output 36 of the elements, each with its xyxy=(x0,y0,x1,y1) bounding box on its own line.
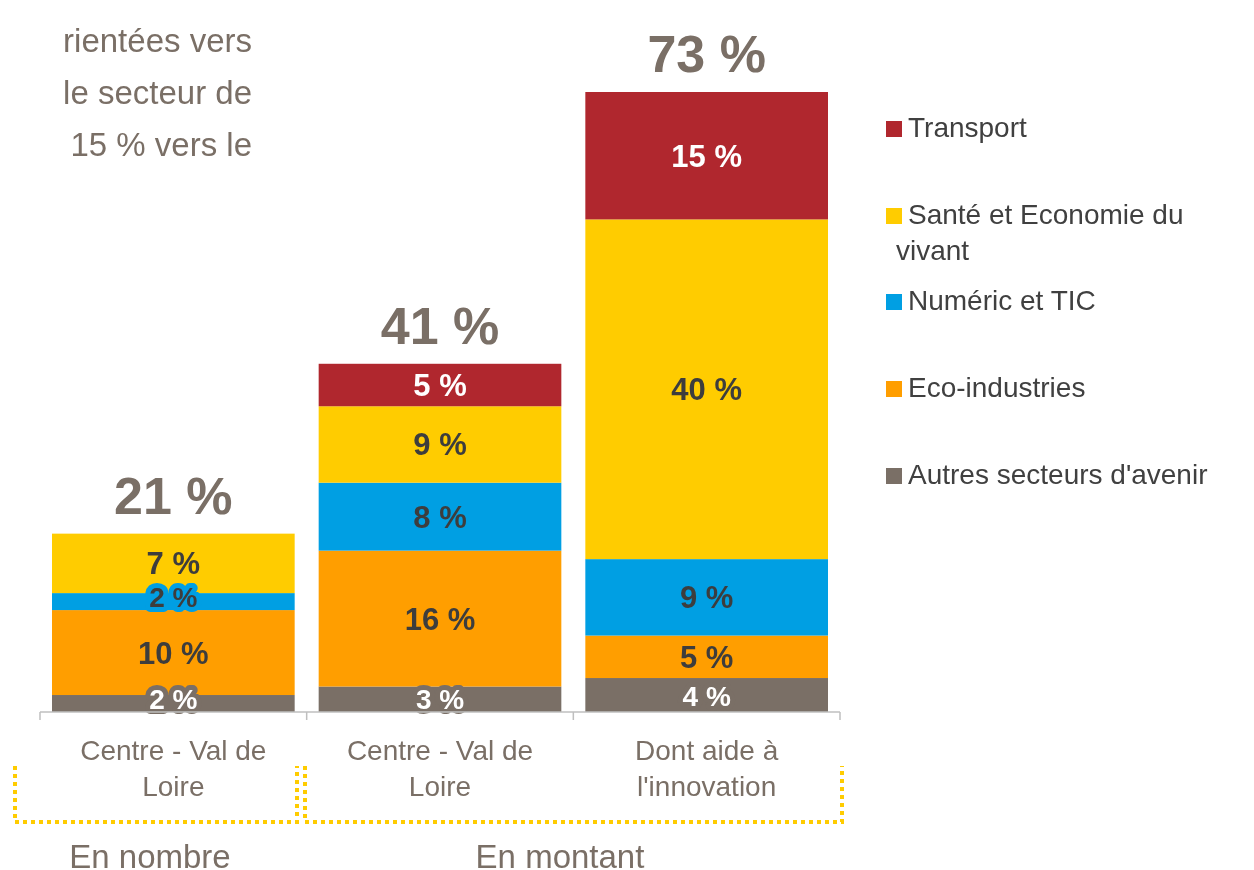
legend-label: Eco-industries xyxy=(908,372,1086,403)
bar xyxy=(585,559,828,636)
data-label: 9 % xyxy=(413,427,467,463)
data-label: 15 % xyxy=(671,138,742,174)
x-tick-label: Dont aide à l'innovation xyxy=(635,735,779,802)
data-label: 7 % xyxy=(146,546,201,582)
total-label: 73 % xyxy=(647,25,766,83)
data-label: 8 % xyxy=(413,499,467,535)
legend-label: Autres secteurs d'avenir xyxy=(908,459,1208,490)
total-label: 21 % xyxy=(114,466,233,525)
x-tick-label: Centre - Val de Loire xyxy=(80,735,267,802)
bar xyxy=(585,219,828,560)
bar xyxy=(585,92,828,220)
legend-label: Transport xyxy=(908,112,1027,143)
data-label: 4 % xyxy=(682,681,731,713)
legend-label: Numéric et TIC xyxy=(908,285,1096,316)
text: rientées vers xyxy=(63,22,252,59)
data-label: 40 % xyxy=(671,372,742,408)
data-label: 10 % xyxy=(138,635,209,671)
data-label: 16 % xyxy=(404,601,476,637)
text: En montant xyxy=(475,838,645,870)
total-label: 41 % xyxy=(380,296,500,355)
data-label: 5 % xyxy=(679,639,734,675)
x-tick-label: Centre - Val de Loire xyxy=(346,735,534,802)
annotation: le secteur de xyxy=(63,74,252,111)
bar xyxy=(318,482,562,551)
bar xyxy=(585,635,828,679)
bar xyxy=(318,363,562,407)
text: En nombre xyxy=(69,838,231,870)
bar xyxy=(318,406,562,483)
bar xyxy=(318,550,562,687)
data-label: 5 % xyxy=(413,368,467,404)
data-label: 9 % xyxy=(679,580,734,616)
annotation: 15 % vers le xyxy=(70,126,252,163)
data-label: 3 % xyxy=(415,684,465,715)
legend-label: Santé et Economie du vivant xyxy=(896,199,1184,266)
